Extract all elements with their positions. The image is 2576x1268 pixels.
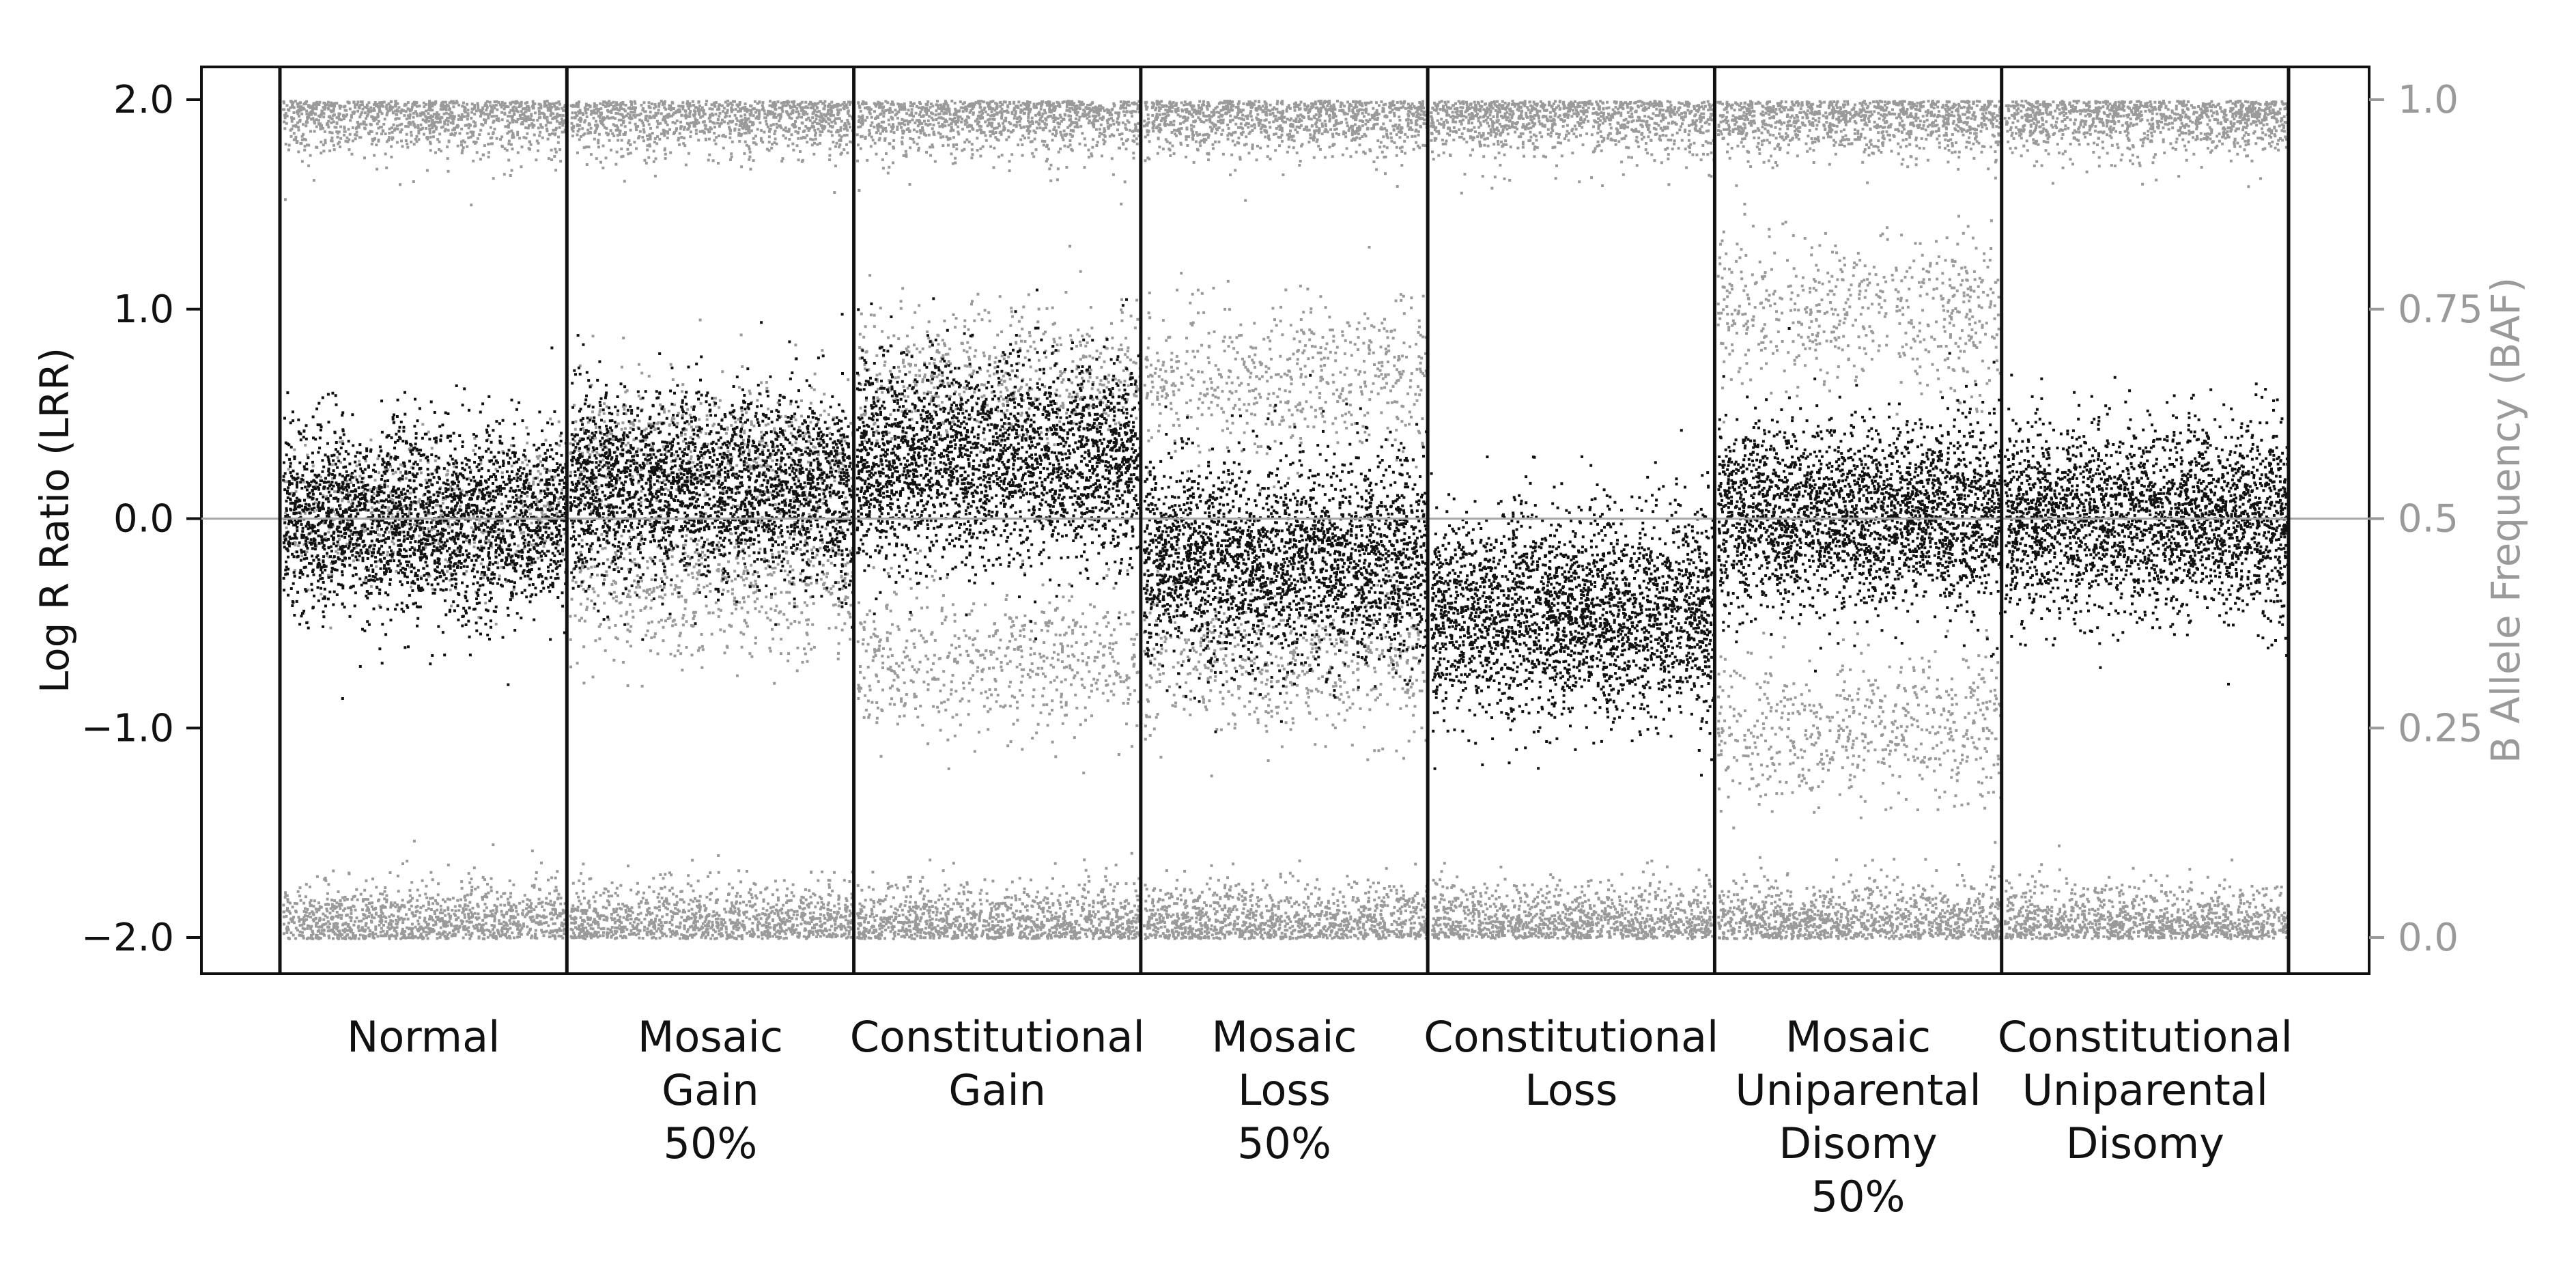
panel-separators [278,67,2291,974]
lrr-points [1430,429,1716,777]
y-right-tick-label: 0.0 [2398,916,2459,960]
category-label-line: 50% [664,1118,758,1168]
category-label: Normal [347,1012,500,1062]
panel-3-points [855,100,1142,940]
y-left-tick-label: −2.0 [81,916,174,960]
category-label-line: Constitutional [1998,1012,2293,1062]
category-label-line: 50% [1811,1172,1906,1222]
y-left-tick-label: 0.0 [113,497,174,541]
category-labels: Normal Mosaic Gain 50%Constitutional GainMos… [347,1012,2293,1222]
category-label-line: 50% [1237,1118,1331,1168]
category-label: Constitutional Gain [850,1012,1145,1115]
category-label: Mosaic Loss 50% [1211,1012,1357,1168]
y-right-tick-label: 0.75 [2398,287,2483,332]
panel-5-points [1430,100,1716,941]
category-label-line: Uniparental [2022,1065,2268,1115]
panel-4-points [1142,100,1429,941]
panel-1-points [282,100,568,941]
y-left-tick-label: 2.0 [113,78,174,122]
axes: Log R Ratio (LRR) B Allele Frequency (BA… [31,78,2529,960]
category-label: Mosaic Uniparental Disomy 50% [1735,1012,1981,1222]
y-left-tick-label: −1.0 [81,706,174,750]
y-right-axis-title: B Allele Frequency (BAF) [2482,277,2529,763]
y-right-tick-label: 0.5 [2398,497,2459,541]
category-label-line: Constitutional [1424,1012,1718,1062]
y-left-axis-title: Log R Ratio (LRR) [31,348,78,693]
panel-2-points [569,100,855,940]
category-label: Constitutional Uniparental Disomy [1998,1012,2293,1168]
category-label-line: Gain [662,1065,759,1115]
category-label: Mosaic Gain 50% [638,1012,783,1168]
panel-6-points [1716,100,2002,940]
y-left-tick-label: 1.0 [113,287,174,332]
lrr-points [855,288,1142,640]
category-label-line: Normal [347,1012,500,1062]
category-label: Constitutional Loss [1424,1012,1718,1115]
category-label-line: Mosaic [1785,1012,1931,1062]
category-label-line: Constitutional [850,1012,1145,1062]
category-label-line: Mosaic [1211,1012,1357,1062]
category-label-line: Disomy [2066,1118,2224,1168]
lrr-points [569,313,855,641]
panel-7-points [2003,100,2289,940]
category-label-line: Loss [1525,1065,1617,1115]
category-label-line: Disomy [1779,1118,1937,1168]
category-label-line: Uniparental [1735,1065,1981,1115]
y-right-tick-label: 1.0 [2398,78,2459,122]
lrr-points [1717,327,2002,673]
category-label-line: Gain [948,1065,1046,1115]
lrr-points [2003,374,2289,686]
category-label-line: Mosaic [638,1012,783,1062]
category-label-line: Loss [1238,1065,1331,1115]
points-layer [282,100,2289,941]
y-right-tick-label: 0.25 [2398,706,2483,750]
lrr-points [282,346,568,700]
lrr-points [1142,374,1429,733]
